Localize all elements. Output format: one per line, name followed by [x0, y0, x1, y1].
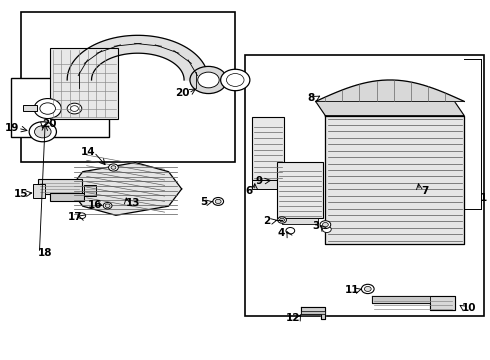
Text: 20: 20: [175, 88, 190, 98]
Circle shape: [71, 106, 78, 111]
Bar: [50, 48, 118, 119]
Circle shape: [34, 99, 61, 118]
Text: 11: 11: [345, 285, 360, 295]
Circle shape: [67, 103, 82, 114]
Circle shape: [34, 126, 51, 138]
Text: 7: 7: [421, 186, 429, 196]
Circle shape: [40, 103, 55, 114]
Circle shape: [29, 122, 56, 142]
Bar: [33, 184, 45, 198]
Circle shape: [278, 217, 287, 223]
Bar: [11, 78, 109, 137]
Polygon shape: [301, 307, 325, 319]
Text: 8: 8: [307, 93, 315, 103]
Text: 6: 6: [245, 186, 252, 196]
Text: 15: 15: [14, 189, 28, 199]
Bar: [208, 75, 235, 85]
Bar: [245, 55, 484, 316]
Circle shape: [362, 284, 374, 294]
Text: 9: 9: [255, 176, 262, 186]
Circle shape: [226, 73, 244, 86]
Bar: [282, 217, 318, 224]
Circle shape: [198, 72, 219, 88]
Polygon shape: [316, 102, 464, 116]
Bar: [50, 193, 84, 202]
Bar: [372, 296, 430, 303]
Circle shape: [111, 166, 116, 169]
Bar: [24, 105, 37, 111]
Polygon shape: [316, 80, 464, 102]
Bar: [38, 179, 82, 194]
Text: 19: 19: [5, 123, 19, 133]
Text: 20: 20: [42, 118, 56, 129]
Circle shape: [215, 199, 221, 203]
Text: 12: 12: [286, 313, 300, 323]
Polygon shape: [325, 116, 464, 244]
Circle shape: [220, 69, 250, 91]
Text: 2: 2: [263, 216, 270, 226]
Circle shape: [320, 221, 331, 229]
Bar: [277, 162, 323, 217]
Circle shape: [280, 218, 285, 222]
Circle shape: [213, 198, 223, 205]
Bar: [84, 185, 97, 196]
Bar: [252, 180, 284, 189]
Text: 3: 3: [312, 221, 319, 231]
Polygon shape: [67, 35, 208, 80]
Circle shape: [105, 204, 110, 207]
Circle shape: [103, 203, 112, 209]
Bar: [21, 12, 235, 162]
Polygon shape: [372, 296, 455, 310]
Circle shape: [286, 228, 294, 234]
Polygon shape: [70, 163, 182, 215]
Circle shape: [322, 222, 328, 227]
Text: 14: 14: [81, 147, 96, 157]
Circle shape: [190, 66, 227, 94]
Circle shape: [322, 226, 331, 233]
Text: 5: 5: [200, 197, 207, 207]
Circle shape: [365, 287, 371, 292]
Text: 4: 4: [278, 228, 285, 238]
Circle shape: [109, 164, 118, 171]
Text: 18: 18: [38, 248, 52, 258]
Text: 10: 10: [462, 302, 476, 312]
Text: 16: 16: [88, 200, 102, 210]
Text: 1: 1: [480, 193, 488, 203]
Bar: [301, 311, 325, 314]
Text: 13: 13: [126, 198, 140, 208]
Circle shape: [78, 213, 86, 219]
Bar: [252, 117, 284, 180]
Text: 17: 17: [68, 212, 83, 222]
